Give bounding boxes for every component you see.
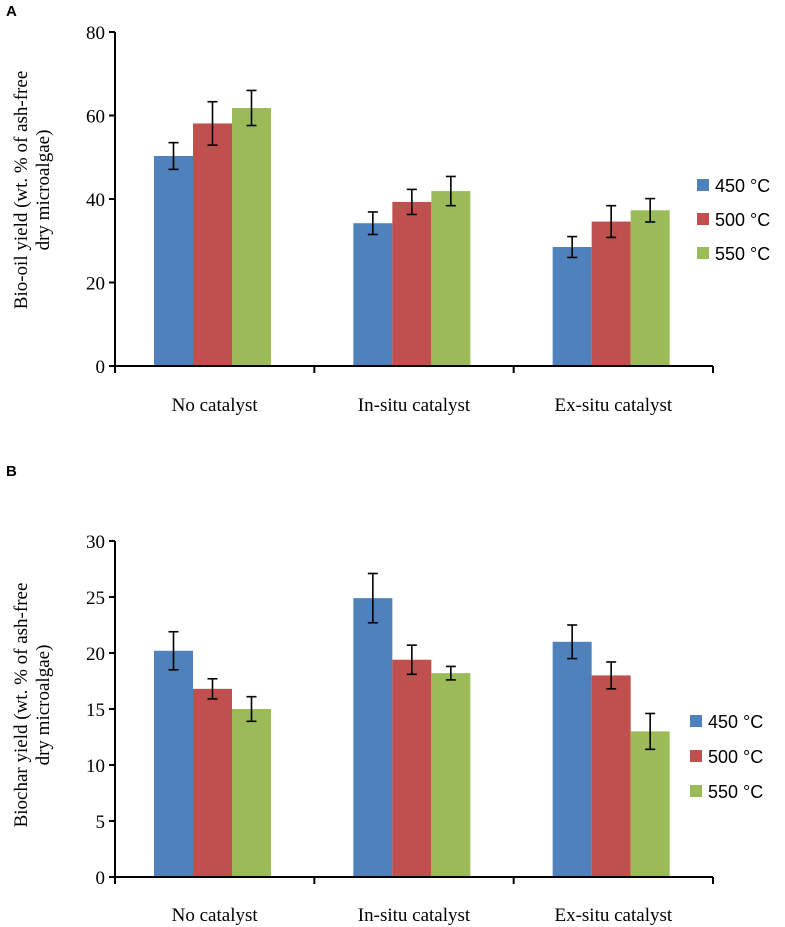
legend-swatch [690,715,702,727]
bars-a [154,89,670,367]
bar-500-2 [591,221,631,366]
y-tick-label: 20 [86,644,105,665]
bar-500-2 [591,675,631,877]
bar-550-1 [431,673,471,877]
x-category-label: In-situ catalyst [358,905,471,926]
legend-label: 450 °C [715,176,770,196]
axes-a [114,32,714,373]
y-tick-label: 60 [86,107,105,128]
legend-swatch [697,213,709,225]
y-tick-label: 5 [96,812,106,833]
panel-label-b: B [6,463,17,480]
legend-swatch [690,785,702,797]
y-tick-label: 10 [86,756,105,777]
x-category-label: Ex-situ catalyst [554,395,672,416]
bar-550-0 [232,709,271,877]
legend-swatch [697,179,709,191]
y-tick-label: 0 [96,868,106,889]
y-tick-label: 25 [86,588,105,609]
bar-450-0 [154,650,193,877]
y-tick-label: 30 [86,532,105,553]
x-category-labels-b: No catalyst In-situ catalyst Ex-situ catal… [172,905,673,926]
bar-550-2 [630,731,670,877]
y-axis-label-b: Biochar yield (wt. % of ash-free dry mic… [11,583,54,828]
y-axis-label-line2: dry microalgae) [33,645,54,766]
legend-label: 450 °C [708,712,763,732]
legend-label: 500 °C [708,747,763,767]
legend-a: 450 °C 500 °C 550 °C [697,176,770,264]
legend-b: 450 °C 500 °C 550 °C [690,712,763,802]
x-category-label: In-situ catalyst [358,395,471,416]
y-axis-label-line1: Bio-oil yield (wt. % of ash-free [11,71,32,309]
x-category-labels-a: No catalyst In-situ catalyst Ex-situ catal… [172,395,673,416]
bar-500-0 [193,688,232,877]
bar-500-0 [193,123,232,367]
legend-label: 500 °C [715,210,770,230]
y-axis-label-line1: Biochar yield (wt. % of ash-free [11,583,32,828]
x-category-label: No catalyst [172,905,259,926]
bar-450-2 [552,641,592,877]
y-tick-label: 40 [86,190,105,211]
y-axis-label-line2: dry microalgae) [33,130,54,251]
legend-swatch [690,750,702,762]
legend-label: 550 °C [708,782,763,802]
y-ticks-a: 0 20 40 60 80 [86,23,115,378]
legend-swatch [697,247,709,259]
y-tick-label: 20 [86,274,105,295]
legend-label: 550 °C [715,244,770,264]
bar-450-1 [353,598,393,877]
y-tick-label: 80 [86,23,105,44]
bar-450-2 [552,247,592,366]
bars-b [154,572,670,877]
y-tick-label: 0 [96,357,106,378]
panel-label-a: A [6,3,17,20]
bar-550-1 [431,191,471,366]
y-tick-label: 15 [86,700,105,721]
bar-500-1 [392,659,432,877]
bar-450-0 [154,155,193,366]
x-category-label: Ex-situ catalyst [554,905,672,926]
chart-panel-b: B Biochar yield (wt. % of ash-free dry m… [6,463,763,926]
bar-450-1 [353,223,393,366]
chart-panel-a: A Bio-oil yield (wt. % of ash-free dry m… [6,3,770,416]
x-category-label: No catalyst [172,395,259,416]
y-axis-label-a: Bio-oil yield (wt. % of ash-free dry mic… [11,71,54,309]
bar-550-0 [232,107,271,367]
bar-500-1 [392,201,432,366]
y-ticks-b: 0 5 10 15 20 25 30 [86,532,115,889]
axes-b [114,541,714,884]
bar-550-2 [630,210,670,366]
